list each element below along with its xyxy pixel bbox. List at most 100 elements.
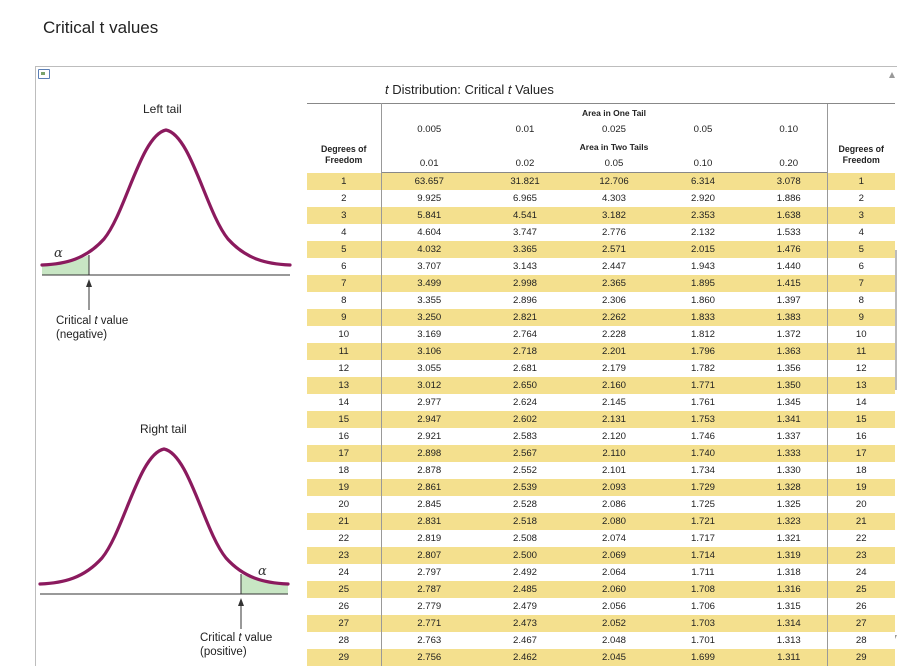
critical-value-cell: 3.365	[477, 241, 573, 258]
critical-value-cell: 2.306	[573, 292, 655, 309]
two-tails-value: 0.01	[381, 155, 477, 173]
critical-value-cell: 1.397	[751, 292, 827, 309]
critical-value-cell: 1.721	[655, 513, 751, 530]
df-cell: 23	[307, 547, 381, 564]
critical-value-cell: 1.314	[751, 615, 827, 632]
critical-value-cell: 1.345	[751, 394, 827, 411]
critical-value-cell: 2.262	[573, 309, 655, 326]
critical-value-cell: 2.539	[477, 479, 573, 496]
critical-value-cell: 2.756	[381, 649, 477, 666]
critical-value-cell: 2.228	[573, 326, 655, 343]
critical-value-cell: 2.080	[573, 513, 655, 530]
critical-value-cell: 1.796	[655, 343, 751, 360]
critical-value-cell: 2.831	[381, 513, 477, 530]
left-tail-label: Left tail	[143, 102, 182, 116]
critical-value-cell: 1.782	[655, 360, 751, 377]
one-tail-value: 0.10	[751, 121, 827, 138]
df-cell: 13	[307, 377, 381, 394]
two-tails-value: 0.10	[655, 155, 751, 173]
critical-value-cell: 1.383	[751, 309, 827, 326]
critical-value-cell: 3.355	[381, 292, 477, 309]
one-tail-value: 0.01	[477, 121, 573, 138]
df-cell: 24	[307, 564, 381, 581]
critical-value-cell: 1.746	[655, 428, 751, 445]
critical-value-cell: 2.052	[573, 615, 655, 632]
df-cell: 13	[827, 377, 895, 394]
critical-value-cell: 2.771	[381, 615, 477, 632]
scroll-up-icon[interactable]	[889, 72, 895, 78]
critical-value-cell: 2.048	[573, 632, 655, 649]
one-tail-label: Area in One Tail	[573, 104, 655, 122]
critical-value-cell: 2.602	[477, 411, 573, 428]
left-tail-curve	[42, 130, 290, 265]
df-cell: 10	[307, 326, 381, 343]
critical-value-cell: 2.056	[573, 598, 655, 615]
critical-value-cell: 2.552	[477, 462, 573, 479]
critical-value-cell: 1.943	[655, 258, 751, 275]
df-cell: 5	[307, 241, 381, 258]
critical-value-cell: 2.787	[381, 581, 477, 598]
critical-value-cell: 2.086	[573, 496, 655, 513]
critical-value-cell: 1.895	[655, 275, 751, 292]
critical-value-cell: 2.479	[477, 598, 573, 615]
critical-value-cell: 1.717	[655, 530, 751, 547]
critical-value-cell: 4.604	[381, 224, 477, 241]
df-cell: 8	[827, 292, 895, 309]
df-cell: 26	[827, 598, 895, 615]
critical-value-cell: 3.250	[381, 309, 477, 326]
critical-value-cell: 2.160	[573, 377, 655, 394]
df-cell: 22	[827, 530, 895, 547]
left-arrow-up-icon	[86, 279, 92, 287]
df-cell: 10	[827, 326, 895, 343]
critical-value-cell: 1.533	[751, 224, 827, 241]
df-cell: 12	[307, 360, 381, 377]
df-cell: 18	[827, 462, 895, 479]
df-cell: 6	[307, 258, 381, 275]
df-cell: 25	[827, 581, 895, 598]
df-cell: 14	[827, 394, 895, 411]
critical-value-cell: 63.657	[381, 173, 477, 191]
critical-value-cell: 1.321	[751, 530, 827, 547]
critical-value-cell: 1.771	[655, 377, 751, 394]
critical-value-cell: 2.898	[381, 445, 477, 462]
right-tail-label: Right tail	[140, 422, 187, 436]
critical-value-cell: 1.833	[655, 309, 751, 326]
df-cell: 16	[307, 428, 381, 445]
critical-value-cell: 1.753	[655, 411, 751, 428]
two-tails-label: Area in Two Tails	[573, 138, 655, 155]
critical-value-cell: 3.707	[381, 258, 477, 275]
df-cell: 18	[307, 462, 381, 479]
critical-value-cell: 2.060	[573, 581, 655, 598]
critical-value-cell: 2.776	[573, 224, 655, 241]
one-tail-value: 0.025	[573, 121, 655, 138]
critical-value-cell: 2.518	[477, 513, 573, 530]
critical-value-cell: 3.182	[573, 207, 655, 224]
df-cell: 9	[307, 309, 381, 326]
critical-value-cell: 2.624	[477, 394, 573, 411]
df-cell: 9	[827, 309, 895, 326]
critical-value-cell: 2.110	[573, 445, 655, 462]
critical-value-cell: 2.528	[477, 496, 573, 513]
critical-value-cell: 1.325	[751, 496, 827, 513]
critical-value-cell: 1.315	[751, 598, 827, 615]
critical-value-cell: 2.779	[381, 598, 477, 615]
critical-value-cell: 1.350	[751, 377, 827, 394]
critical-value-cell: 1.328	[751, 479, 827, 496]
critical-value-cell: 2.485	[477, 581, 573, 598]
critical-value-cell: 1.886	[751, 190, 827, 207]
critical-value-cell: 1.734	[655, 462, 751, 479]
critical-value-cell: 1.337	[751, 428, 827, 445]
critical-value-cell: 2.447	[573, 258, 655, 275]
critical-value-cell: 1.318	[751, 564, 827, 581]
critical-value-cell: 2.201	[573, 343, 655, 360]
